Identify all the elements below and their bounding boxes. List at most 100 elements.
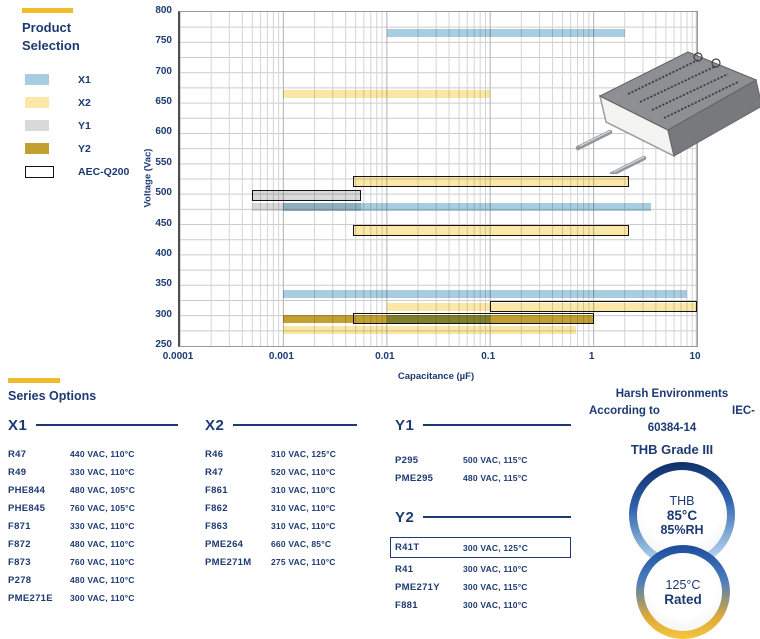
aec-q200-swatch bbox=[25, 165, 54, 178]
bar-X2-440vac-aec-q200 bbox=[352, 224, 629, 236]
series-column-x1: X1 R47 440 VAC, 110°C R49 330 VAC, 110°C PHE8… bbox=[8, 415, 178, 607]
part-row: R47 520 VAC, 110°C bbox=[205, 463, 357, 481]
part-row: F881 300 VAC, 110°C bbox=[395, 596, 571, 614]
part-row: F863 310 VAC, 110°C bbox=[205, 517, 357, 535]
series-rows: R46 310 VAC, 125°C R47 520 VAC, 110°C F861 31… bbox=[205, 445, 357, 571]
part-number: F881 bbox=[395, 599, 418, 611]
part-spec: 330 VAC, 110°C bbox=[70, 467, 135, 477]
part-spec: 300 VAC, 115°C bbox=[463, 582, 528, 592]
thb-grade-line: THB Grade III bbox=[630, 442, 714, 457]
capacitor-print-lines bbox=[627, 59, 739, 119]
x-tick-label: 0.01 bbox=[375, 351, 395, 362]
bar-X2-310vac-aec-q200 bbox=[490, 300, 697, 312]
y-tick-label: 700 bbox=[155, 65, 172, 77]
part-row: PME271E 300 VAC, 110°C bbox=[8, 589, 178, 607]
part-spec: 480 VAC, 115°C bbox=[463, 473, 528, 483]
bar-Y2-300vac-aec-q200 bbox=[352, 312, 594, 324]
bar-X2-310vac bbox=[386, 302, 697, 311]
series-group-header: Y1 bbox=[395, 415, 571, 435]
part-spec: 500 VAC, 115°C bbox=[463, 455, 528, 465]
series-swatch bbox=[25, 143, 49, 154]
bar-X1-480vac bbox=[283, 203, 652, 212]
legend-label: Y1 bbox=[78, 119, 91, 132]
part-spec: 760 VAC, 105°C bbox=[70, 503, 136, 513]
y-tick-label: 350 bbox=[155, 278, 172, 290]
part-row: F862 310 VAC, 110°C bbox=[205, 499, 357, 517]
rated-125c-badge: 125°C Rated bbox=[636, 545, 730, 639]
certification-mark-icon bbox=[711, 58, 721, 68]
part-spec: 310 VAC, 110°C bbox=[271, 485, 336, 495]
part-number: PME295 bbox=[395, 472, 434, 484]
legend-item-x2: X2 bbox=[22, 91, 172, 114]
part-row: R47 440 VAC, 110°C bbox=[8, 445, 178, 463]
part-row: R49 330 VAC, 110°C bbox=[8, 463, 178, 481]
part-row: F861 310 VAC, 110°C bbox=[205, 481, 357, 499]
legend-label: X2 bbox=[78, 96, 91, 109]
legend-item-x1: X1 bbox=[22, 68, 172, 91]
part-number: R49 bbox=[8, 466, 27, 478]
part-spec: 300 VAC, 110°C bbox=[70, 593, 135, 603]
series-rows: R47 440 VAC, 110°C R49 330 VAC, 110°C PHE844… bbox=[8, 445, 178, 607]
part-number: F863 bbox=[205, 520, 228, 532]
legend-title: Product Selection bbox=[22, 20, 80, 53]
legend-label: AEC-Q200 bbox=[78, 165, 130, 178]
part-number: F861 bbox=[205, 484, 228, 496]
series-swatch bbox=[25, 97, 49, 108]
series-swatch bbox=[25, 120, 49, 131]
part-number: P295 bbox=[395, 454, 419, 466]
part-number: PME264 bbox=[205, 538, 244, 550]
legend-label: Y2 bbox=[78, 142, 91, 155]
legend-accent-bar bbox=[22, 8, 73, 13]
bar-X1-330vac bbox=[283, 290, 687, 299]
x-tick-label: 0.001 bbox=[268, 351, 294, 362]
series-swatch bbox=[25, 74, 49, 85]
capacitance-axis-title: Capacitance (µF) bbox=[397, 371, 475, 382]
legend-items: X1 X2 Y1 Y2 AEC-Q200 bbox=[22, 68, 172, 183]
part-spec: 660 VAC, 85°C bbox=[271, 539, 332, 549]
series-group-name: X1 bbox=[8, 416, 28, 434]
part-row: F871 330 VAC, 110°C bbox=[8, 517, 178, 535]
y-tick-label: 650 bbox=[155, 96, 172, 108]
chart-legend: Product Selection X1 X2 Y1 Y2 AEC-Q200 bbox=[22, 8, 172, 183]
series-column-x2: X2 R46 310 VAC, 125°C R47 520 VAC, 110°C F861… bbox=[205, 415, 357, 571]
series-column-y2: Y2 R41T 300 VAC, 125°C R41 300 VAC, 110°C PME… bbox=[390, 507, 571, 614]
bar-X2-275vac bbox=[283, 325, 577, 334]
legend-label: X1 bbox=[78, 73, 91, 86]
y-tick-label: 450 bbox=[155, 217, 172, 229]
capacitance-range-bars bbox=[180, 12, 697, 346]
y-tick-label: 800 bbox=[155, 5, 172, 16]
y-tick-label: 500 bbox=[155, 187, 172, 199]
y-tick-label: 400 bbox=[155, 247, 172, 259]
series-rows: R41T 300 VAC, 125°C R41 300 VAC, 110°C PME27… bbox=[390, 537, 571, 614]
part-row: PHE845 760 VAC, 105°C bbox=[8, 499, 178, 517]
series-group-header: X2 bbox=[205, 415, 357, 435]
part-number: PHE844 bbox=[8, 484, 46, 496]
part-spec: 480 VAC, 110°C bbox=[70, 575, 135, 585]
x-tick-label: 10 bbox=[689, 351, 701, 362]
part-number: R47 bbox=[205, 466, 224, 478]
part-row: F872 480 VAC, 110°C bbox=[8, 535, 178, 553]
y-tick-label: 250 bbox=[155, 339, 172, 350]
part-number: F872 bbox=[8, 538, 31, 550]
series-group-name: Y1 bbox=[395, 416, 415, 434]
part-row: PME271M 275 VAC, 110°C bbox=[205, 553, 357, 571]
bar-X1-300vac bbox=[386, 314, 491, 323]
part-row: F873 760 VAC, 110°C bbox=[8, 553, 178, 571]
part-number: PME271M bbox=[205, 556, 252, 568]
header-rule bbox=[233, 424, 357, 426]
part-spec: 330 VAC, 110°C bbox=[70, 521, 135, 531]
x-tick-label: 0.0001 bbox=[162, 351, 194, 362]
harsh-line3: 60384-14 bbox=[647, 422, 697, 434]
part-number: F873 bbox=[8, 556, 31, 568]
series-accent-bar bbox=[8, 378, 60, 383]
part-row: PME264 660 VAC, 85°C bbox=[205, 535, 357, 553]
x-tick-label: 0.1 bbox=[481, 351, 496, 362]
header-rule bbox=[36, 424, 178, 426]
series-column-y1: Y1 P295 500 VAC, 115°C PME295 480 VAC, 115°C bbox=[395, 415, 571, 487]
legend-item-y2: Y2 bbox=[22, 137, 172, 160]
part-spec: 760 VAC, 110°C bbox=[70, 557, 135, 567]
part-number: F871 bbox=[8, 520, 31, 532]
x-tick-label: 1 bbox=[588, 351, 595, 362]
y-tick-label: 750 bbox=[155, 35, 172, 47]
